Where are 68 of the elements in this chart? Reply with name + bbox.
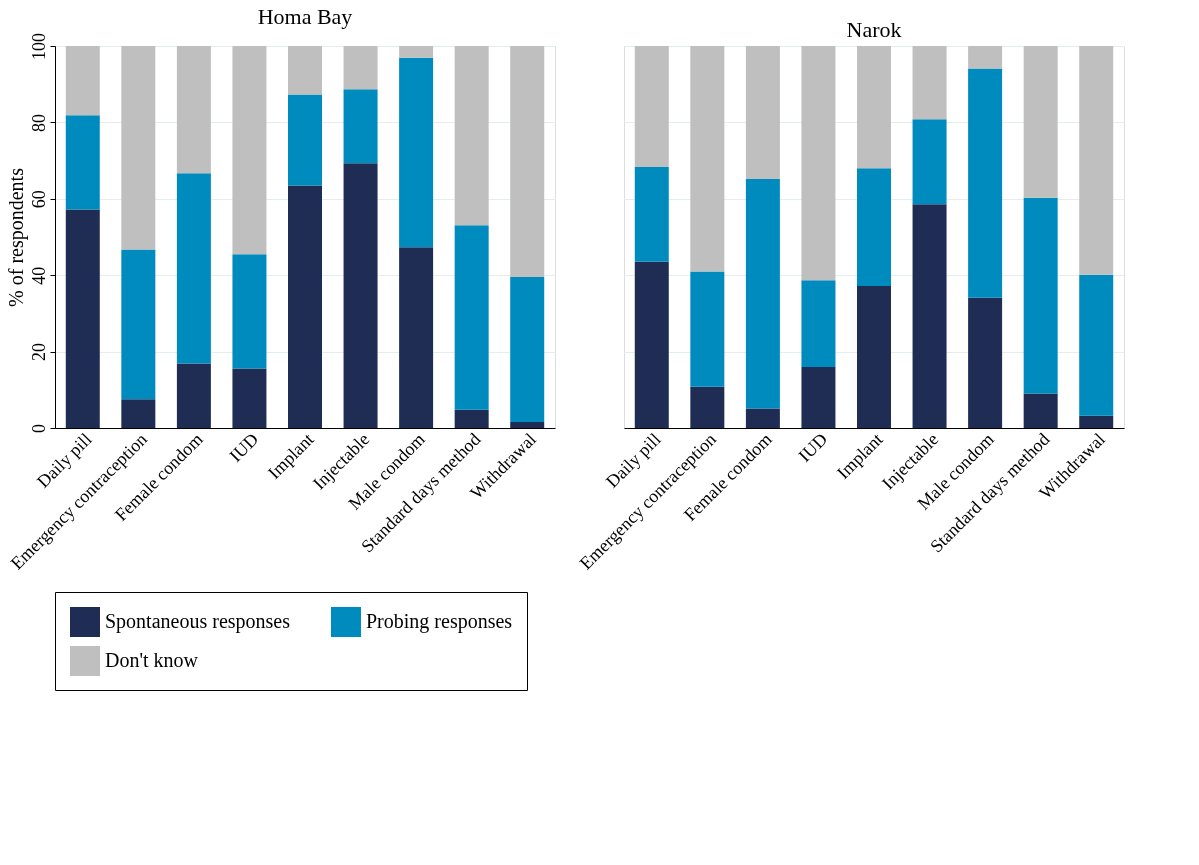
bar: [232, 368, 267, 428]
bar: [745, 408, 780, 428]
bar: [121, 46, 156, 250]
chart-title: Narok: [846, 17, 902, 42]
bar: [1023, 393, 1058, 428]
bar: [288, 94, 322, 186]
bar: [690, 46, 725, 272]
bar: [176, 173, 211, 364]
y-axis-title: % of respondents: [4, 167, 28, 307]
bar: [65, 209, 100, 428]
bar: [510, 277, 545, 422]
bar: [968, 68, 1003, 298]
y-tick-label: 60: [28, 190, 49, 209]
bar: [1023, 197, 1058, 394]
bar: [1023, 46, 1058, 198]
bar: [801, 46, 836, 281]
y-tick-label: 100: [28, 33, 49, 60]
bar: [232, 46, 267, 255]
bar: [454, 225, 489, 410]
bar: [343, 46, 378, 90]
bar: [857, 285, 891, 428]
bar: [399, 57, 434, 248]
y-tick-label: 20: [28, 343, 49, 362]
bar: [288, 185, 322, 428]
bar: [121, 399, 156, 428]
y-tick-label: 40: [28, 266, 49, 285]
bar: [634, 167, 669, 262]
bar: [343, 163, 378, 428]
bar: [176, 46, 211, 174]
bar: [690, 271, 725, 387]
bar: [801, 366, 836, 428]
bar: [968, 297, 1003, 428]
legend-label: Spontaneous responses: [105, 610, 291, 633]
bar: [690, 386, 725, 428]
x-tick-label: IUD: [794, 429, 832, 466]
bar: [454, 409, 489, 428]
bar: [801, 280, 836, 367]
legend-label: Don't know: [105, 649, 199, 671]
bar: [232, 254, 267, 369]
y-tick-label: 0: [28, 424, 49, 433]
bar: [912, 204, 947, 428]
bar: [634, 261, 669, 428]
bar: [912, 119, 947, 205]
bar: [65, 115, 100, 210]
chart-title: Homa Bay: [257, 3, 353, 29]
bar: [288, 46, 322, 95]
bar: [968, 46, 1003, 69]
bar: [343, 89, 378, 164]
bar: [857, 46, 891, 169]
y-tick-label: 80: [28, 113, 49, 132]
bar: [1079, 274, 1114, 416]
bar: [176, 363, 211, 428]
legend-label: Probing responses: [366, 610, 513, 633]
bar: [454, 46, 489, 226]
bar: [121, 249, 156, 400]
bar: [857, 168, 891, 286]
bar: [634, 46, 669, 168]
bar: [745, 46, 780, 179]
bar: [399, 46, 434, 58]
bar: [1079, 46, 1114, 275]
bar: [65, 46, 100, 116]
bar: [510, 46, 545, 278]
bar: [510, 421, 545, 428]
bar: [912, 46, 947, 120]
bar: [399, 247, 434, 428]
x-tick-label: IUD: [225, 429, 263, 466]
bar: [1079, 415, 1114, 428]
bar: [745, 178, 780, 409]
